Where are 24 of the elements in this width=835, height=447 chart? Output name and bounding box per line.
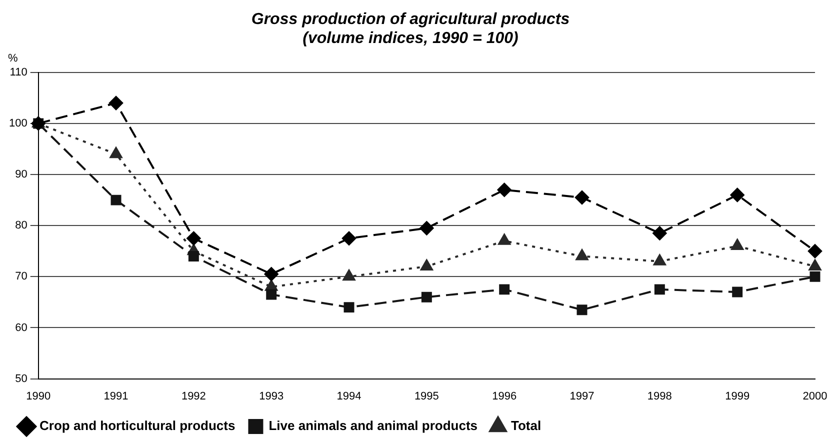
x-tick-label: 1996 bbox=[492, 390, 517, 402]
x-tick-label: 1999 bbox=[725, 390, 750, 402]
x-tick-label: 2000 bbox=[802, 390, 828, 402]
legend-label: Total bbox=[511, 418, 542, 434]
legend-label: Crop and horticultural products bbox=[40, 418, 236, 434]
y-axis-title: % bbox=[8, 52, 18, 64]
x-tick-label: 1993 bbox=[259, 390, 284, 402]
y-tick-label: 70 bbox=[15, 270, 28, 283]
y-tick-label: 90 bbox=[15, 168, 28, 181]
chart-title: Gross production of agricultural products bbox=[251, 11, 570, 28]
chart-subtitle: (volume indices, 1990 = 100) bbox=[302, 30, 518, 48]
x-tick-label: 1992 bbox=[181, 390, 206, 402]
y-tick-label: 50 bbox=[15, 372, 28, 385]
y-tick-label: 80 bbox=[15, 220, 28, 232]
y-tick-label: 100 bbox=[8, 118, 28, 130]
x-tick-label: 1995 bbox=[414, 390, 439, 402]
x-tick-label: 1991 bbox=[104, 390, 128, 402]
x-tick-label: 1997 bbox=[570, 390, 594, 402]
y-tick-label: 60 bbox=[15, 322, 28, 334]
y-tick-label: 110 bbox=[10, 66, 28, 78]
x-tick-label: 1998 bbox=[647, 390, 672, 402]
legend-label: Live animals and animal products bbox=[268, 418, 478, 434]
x-tick-label: 1994 bbox=[336, 390, 362, 402]
x-tick-label: 1990 bbox=[26, 390, 51, 402]
